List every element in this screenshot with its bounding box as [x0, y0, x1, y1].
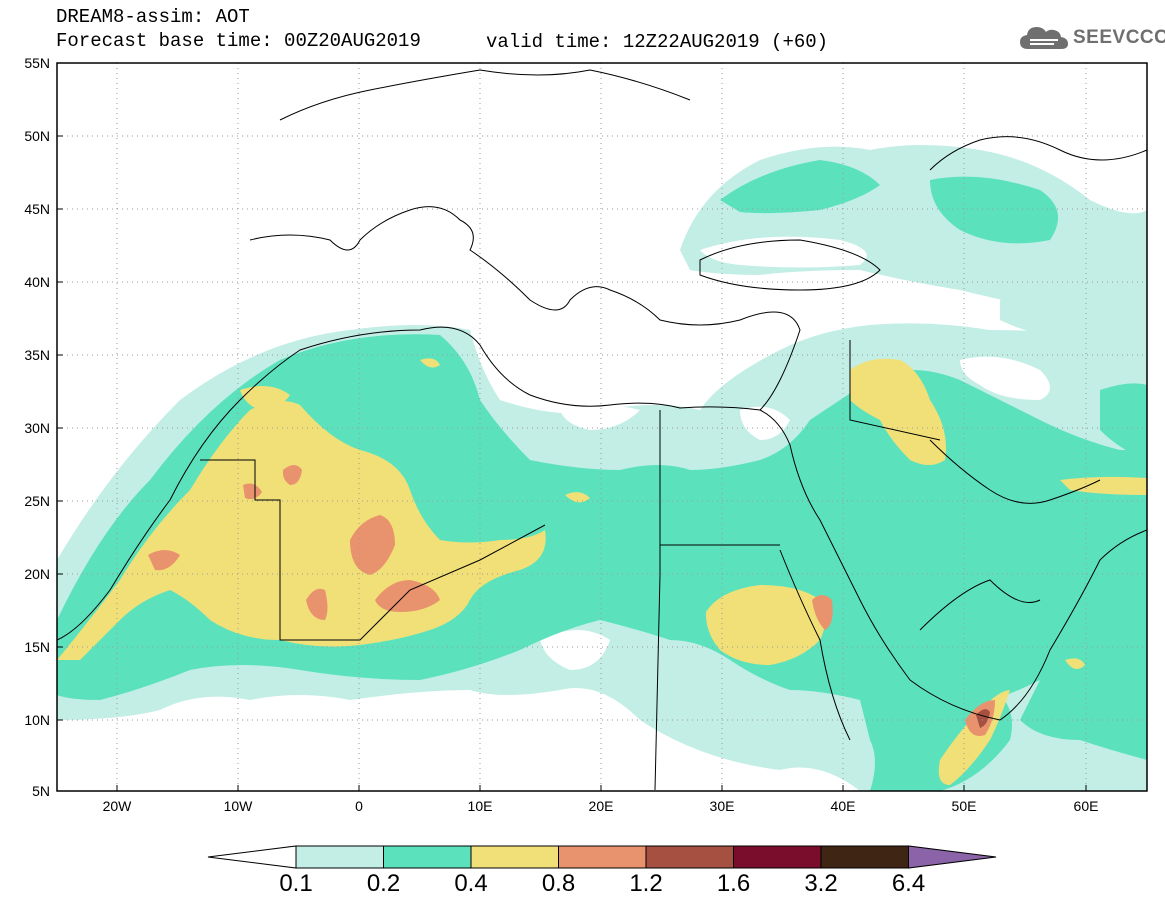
colorbar-label: 1.2: [629, 870, 663, 897]
colorbar-label: 0.1: [279, 870, 313, 897]
lat-label: 45N: [24, 201, 50, 217]
colorbar-label: 0.4: [454, 870, 488, 897]
lon-label: 30E: [709, 798, 735, 814]
forecast-base-time: Forecast base time: 00Z20AUG2019: [56, 30, 421, 52]
aot-clear-patches: [540, 236, 1050, 670]
lat-label: 10N: [24, 712, 50, 728]
seevccc-logo: SEEVCCC: [1018, 22, 1165, 54]
colorbar-segment: [558, 845, 647, 869]
lon-label: 20W: [102, 798, 132, 814]
lat-label: 50N: [24, 128, 50, 144]
logo-text: SEEVCCC: [1073, 27, 1165, 48]
lon-label: 10W: [223, 798, 253, 814]
lon-label: 60E: [1073, 798, 1099, 814]
cloud-icon: [1020, 27, 1068, 49]
coastlines: [57, 69, 1147, 791]
lon-label: 20E: [588, 798, 614, 814]
colorbar-upper-triangle: [908, 845, 997, 869]
lat-label: 35N: [24, 347, 50, 363]
lat-label: 20N: [24, 566, 50, 582]
lon-label: 10E: [467, 798, 493, 814]
colorbar-segment: [645, 845, 734, 869]
aot-level-0.8: [148, 465, 995, 736]
colorbar-segment: [470, 845, 559, 869]
colorbar-label: 1.6: [716, 870, 751, 897]
colorbar-label: 0.8: [541, 870, 576, 897]
lon-label: 40E: [830, 798, 856, 814]
colorbar-segment: [733, 845, 822, 869]
lat-label: 55N: [24, 55, 50, 71]
aot-level-1.2: [976, 709, 990, 728]
aot-shading: [57, 145, 1147, 791]
lon-label: 0: [355, 798, 363, 814]
colorbar-label: 0.2: [366, 870, 401, 897]
colorbar-segment: [295, 845, 384, 869]
lat-label: 5N: [32, 783, 50, 799]
colorbar-segment: [383, 845, 472, 869]
lat-label: 25N: [24, 493, 50, 509]
colorbar-lower-triangle: [207, 845, 297, 869]
gridlines: [57, 63, 1147, 791]
axis-ticks: [57, 135, 1087, 791]
colorbar-label: 3.2: [804, 870, 838, 897]
lat-label: 15N: [24, 639, 50, 655]
colorbar-label: 6.4: [891, 870, 926, 897]
colorbar: [207, 845, 997, 869]
colorbar-segment: [820, 845, 909, 869]
lat-label: 40N: [24, 274, 50, 290]
map-title: DREAM8-assim: AOT: [56, 6, 250, 28]
map-frame: [56, 62, 1148, 792]
lon-label: 50E: [951, 798, 977, 814]
lat-label: 30N: [24, 420, 50, 436]
valid-time: valid time: 12Z22AUG2019 (+60): [486, 31, 829, 53]
